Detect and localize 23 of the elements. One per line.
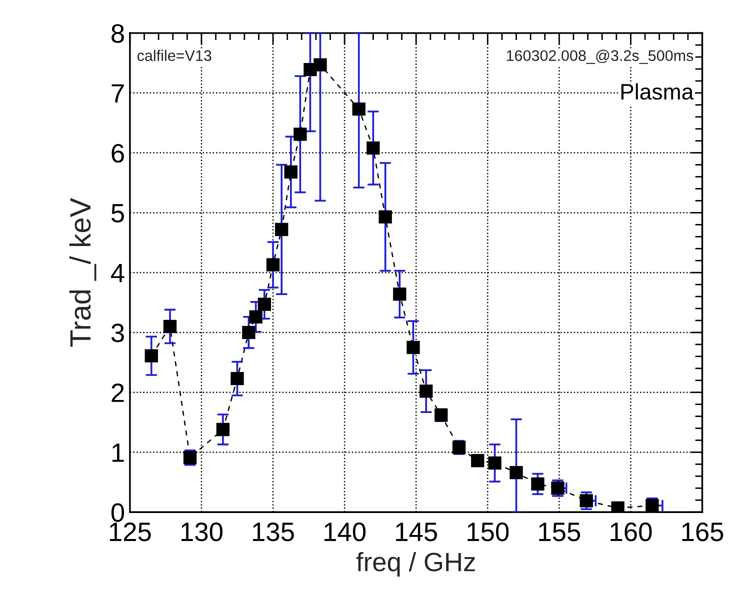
y-tick-label: 8 <box>112 24 124 43</box>
x-tick-label: 140 <box>324 522 366 542</box>
y-tick-label: 1 <box>112 444 124 462</box>
y-tick-label: 4 <box>111 264 124 282</box>
annotation: calfile=V13 <box>137 50 212 62</box>
x-tick-label: 125 <box>110 522 151 542</box>
y-tick-label: 7 <box>112 84 124 102</box>
x-tick-label: 135 <box>253 522 294 542</box>
y-tick-label: 5 <box>111 204 124 223</box>
annotation: Plasma <box>621 83 694 100</box>
y-axis-title: Trad _/ keV <box>69 198 96 347</box>
x-tick-label: 130 <box>181 522 222 542</box>
x-axis-title: freq / GHz <box>356 552 475 577</box>
y-tick-label: 0 <box>111 503 124 522</box>
x-tick-label: 145 <box>396 522 438 542</box>
y-tick-label: 6 <box>112 144 124 163</box>
x-tick-label: 155 <box>539 522 580 542</box>
annotation: 160302.008_@3.2s_500ms <box>506 50 694 64</box>
x-tick-label: 150 <box>468 522 509 542</box>
y-tick-label: 3 <box>111 324 124 342</box>
x-tick-label: 165 <box>682 522 724 542</box>
x-tick-label: 160 <box>610 522 652 542</box>
y-tick-label: 2 <box>112 383 124 402</box>
